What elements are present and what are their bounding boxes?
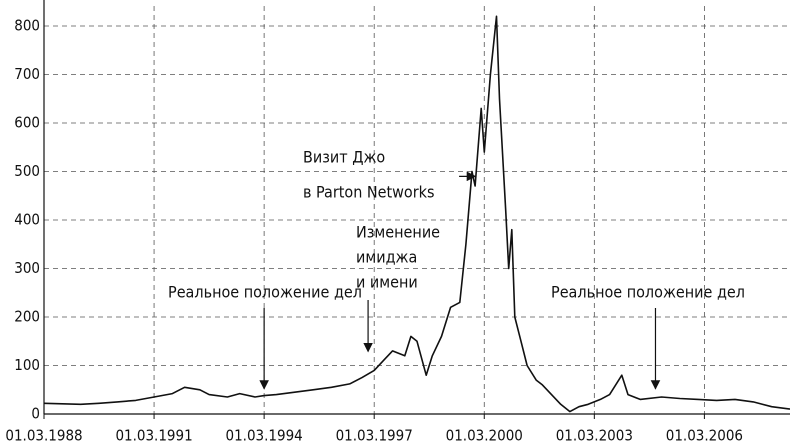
annotation-text: имиджа (356, 248, 417, 267)
x-tick-label: 01.03.1997 (336, 427, 413, 444)
annotation-text: Реальное положение дел (168, 283, 362, 302)
x-tick-label: 01.03.2000 (446, 427, 523, 444)
annotation-text: и имени (356, 273, 418, 292)
y-tick-label: 200 (14, 308, 40, 326)
x-tick-label: 01.03.2003 (556, 427, 633, 444)
y-tick-label: 800 (14, 17, 40, 35)
annotation-text: Визит Джо (303, 148, 385, 167)
y-tick-label: 700 (14, 65, 40, 83)
y-tick-label: 600 (14, 114, 40, 132)
annotation-text: в Parton Networks (303, 183, 434, 202)
y-tick-label: 300 (14, 259, 40, 277)
x-tick-label: 01.03.2006 (666, 427, 743, 444)
x-tick-label: 01.03.1994 (226, 427, 303, 444)
x-tick-label: 01.03.1988 (5, 427, 82, 444)
x-tick-label: 01.03.1991 (115, 427, 192, 444)
annotation-text: Реальное положение дел (551, 283, 745, 302)
y-tick-label: 500 (14, 162, 40, 180)
y-tick-label: 400 (14, 211, 40, 229)
annotation-text: Изменение (356, 223, 440, 242)
line-series (43, 15, 790, 413)
y-tick-label: 0 (31, 405, 40, 423)
y-tick-label: 100 (14, 356, 40, 374)
